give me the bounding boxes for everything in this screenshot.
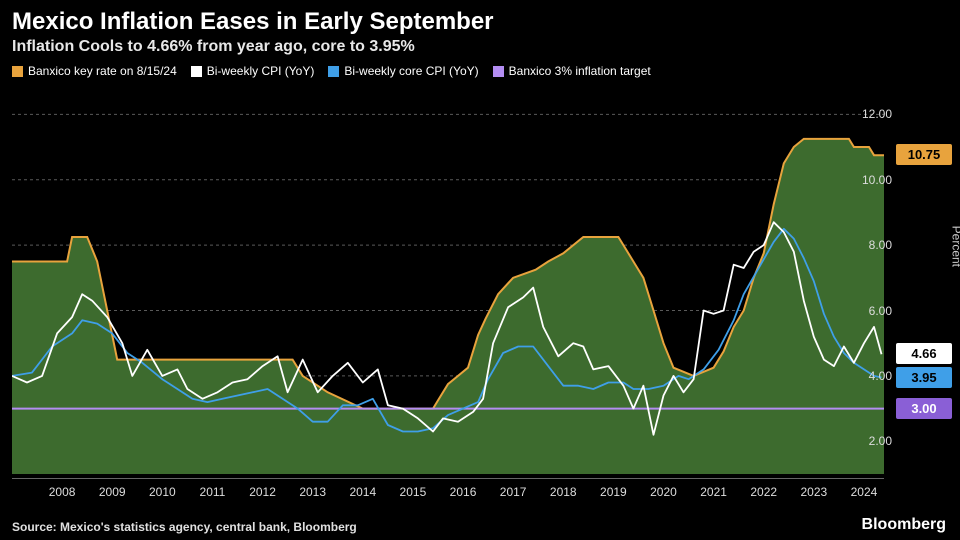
y-tick: 10.00 xyxy=(862,173,892,187)
x-tick: 2015 xyxy=(400,485,427,499)
source-text: Source: Mexico's statistics agency, cent… xyxy=(12,520,357,534)
x-tick: 2008 xyxy=(49,485,76,499)
x-tick: 2010 xyxy=(149,485,176,499)
y-tick: 8.00 xyxy=(869,238,892,252)
legend-item: Banxico 3% inflation target xyxy=(493,64,651,78)
x-tick: 2011 xyxy=(200,485,226,499)
x-tick: 2013 xyxy=(299,485,326,499)
chart-plot xyxy=(12,98,884,474)
value-badge: 3.00 xyxy=(896,398,952,419)
x-tick: 2014 xyxy=(349,485,376,499)
swatch-cpi xyxy=(191,66,202,77)
chart-title: Mexico Inflation Eases in Early Septembe… xyxy=(12,8,948,36)
x-tick: 2012 xyxy=(249,485,276,499)
legend-item: Bi-weekly core CPI (YoY) xyxy=(328,64,478,78)
x-tick: 2022 xyxy=(750,485,777,499)
x-tick: 2019 xyxy=(600,485,627,499)
legend-label: Banxico 3% inflation target xyxy=(509,64,651,78)
legend: Banxico key rate on 8/15/24 Bi-weekly CP… xyxy=(0,58,960,80)
legend-label: Bi-weekly CPI (YoY) xyxy=(207,64,315,78)
x-tick: 2020 xyxy=(650,485,677,499)
swatch-target xyxy=(493,66,504,77)
value-badge: 3.95 xyxy=(896,367,952,388)
x-tick: 2016 xyxy=(450,485,477,499)
x-tick: 2021 xyxy=(700,485,727,499)
x-tick: 2024 xyxy=(851,485,878,499)
legend-item: Bi-weekly CPI (YoY) xyxy=(191,64,315,78)
brand-logo: Bloomberg xyxy=(862,516,946,534)
y-tick: 6.00 xyxy=(869,304,892,318)
x-axis: 2008 2009 2010 2011 2012 2013 2014 2015 2016 2017… xyxy=(12,478,884,504)
chart-subtitle: Inflation Cools to 4.66% from year ago, … xyxy=(12,38,948,56)
y-axis-label: Percent xyxy=(949,226,960,267)
x-tick: 2017 xyxy=(500,485,527,499)
x-tick: 2018 xyxy=(550,485,577,499)
legend-label: Banxico key rate on 8/15/24 xyxy=(28,64,177,78)
y-tick: 4.00 xyxy=(869,369,892,383)
legend-label: Bi-weekly core CPI (YoY) xyxy=(344,64,478,78)
value-badge: 10.75 xyxy=(896,144,952,165)
y-tick: 2.00 xyxy=(869,434,892,448)
y-tick: 12.00 xyxy=(862,107,892,121)
value-badge: 4.66 xyxy=(896,343,952,364)
swatch-key-rate xyxy=(12,66,23,77)
x-tick: 2023 xyxy=(800,485,827,499)
swatch-core xyxy=(328,66,339,77)
legend-item: Banxico key rate on 8/15/24 xyxy=(12,64,177,78)
x-tick: 2009 xyxy=(99,485,126,499)
